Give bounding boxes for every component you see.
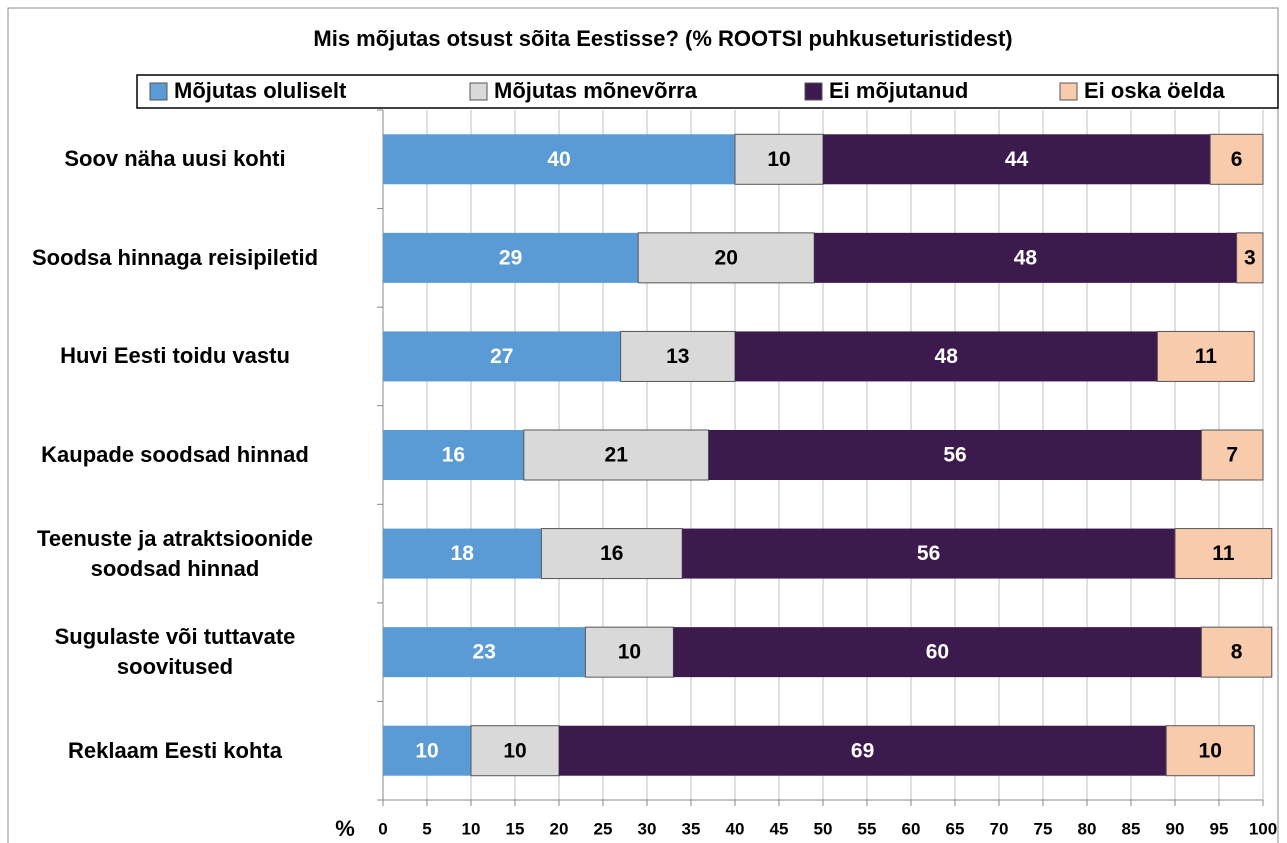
data-label: 56 (917, 542, 940, 565)
bar-segment (620, 330, 736, 382)
bar-segment (1209, 133, 1264, 185)
data-label: 44 (1005, 148, 1029, 171)
bar-segment (383, 725, 471, 776)
x-tick-label: 40 (726, 819, 745, 838)
x-tick-label: 50 (814, 819, 833, 838)
y-tick-label: Reklaam Eesti kohta (68, 737, 282, 763)
data-label: 18 (451, 542, 475, 565)
bar-segment (559, 725, 1167, 776)
x-axis-label: % (335, 816, 355, 841)
x-tick-label: 55 (858, 819, 877, 838)
bar-segment (734, 133, 824, 185)
x-tick-label: 5 (422, 819, 431, 838)
legend-label: Mõjutas oluliselt (174, 78, 347, 103)
data-label: 10 (618, 641, 641, 664)
y-tick-label: Sugulaste või tuttavate soovitused (54, 624, 296, 680)
data-label: 10 (415, 739, 438, 762)
bar-segment (523, 429, 710, 481)
data-label: 48 (1014, 246, 1038, 269)
legend-label: Mõjutas mõnevõrra (494, 78, 698, 103)
data-label: 27 (490, 345, 513, 368)
x-tick-label: 100 (1249, 819, 1277, 838)
x-tick-label: 15 (506, 819, 525, 838)
data-label: 11 (1212, 542, 1235, 565)
data-label: 16 (442, 444, 465, 467)
data-label: 23 (473, 641, 496, 664)
bar-segment (1200, 626, 1273, 678)
data-label: 20 (715, 246, 738, 269)
x-tick-label: 25 (594, 819, 613, 838)
bar-segment (1200, 429, 1264, 481)
data-label: 13 (666, 345, 689, 368)
bar-segment (470, 725, 560, 777)
x-tick-label: 65 (946, 819, 965, 838)
x-tick-label: 20 (550, 819, 569, 838)
x-tick-label: 90 (1166, 819, 1185, 838)
bar-segment (708, 430, 1202, 480)
legend-label: Ei mõjutanud (829, 78, 968, 103)
legend-swatch (149, 82, 168, 101)
bar-segment (584, 626, 674, 678)
x-tick-label: 85 (1122, 819, 1141, 838)
data-label: 40 (547, 148, 570, 171)
x-tick-label: 45 (770, 819, 789, 838)
data-label: 10 (503, 739, 526, 762)
bar-segment (383, 134, 735, 185)
bar-segment (383, 627, 586, 678)
data-label: 8 (1231, 641, 1243, 664)
x-tick-label: 75 (1034, 819, 1053, 838)
bar-segment (682, 528, 1175, 579)
y-tick-label: Huvi Eesti toidu vastu (60, 343, 290, 369)
bar-segment (814, 232, 1237, 283)
bar-segment (1236, 232, 1264, 284)
data-label: 60 (926, 641, 949, 664)
data-label: 56 (943, 444, 966, 467)
y-tick-label: Kaupade soodsad hinnad (41, 442, 309, 467)
x-tick-label: 35 (682, 819, 701, 838)
data-label: 11 (1195, 345, 1218, 368)
data-label: 6 (1231, 148, 1243, 171)
chart-title: Mis mõjutas otsust sõita Eestisse? (% RO… (313, 26, 1012, 51)
bar-segment (735, 331, 1158, 382)
data-label: 10 (767, 148, 790, 171)
bar-segment (383, 331, 621, 382)
data-label: 29 (499, 246, 522, 269)
data-label: 69 (851, 739, 874, 762)
y-tick-label: Soov näha uusi kohti (64, 146, 286, 172)
data-label: 3 (1244, 246, 1256, 269)
x-tick-label: 95 (1210, 819, 1229, 838)
x-tick-label: 60 (902, 819, 921, 838)
x-tick-label: 70 (990, 819, 1009, 838)
bar-segment (673, 627, 1202, 678)
chart-border (7, 7, 1279, 843)
x-tick-label: 80 (1078, 819, 1097, 838)
legend-box (136, 74, 1279, 109)
x-tick-label: 30 (638, 819, 657, 838)
bar-segment (383, 430, 524, 480)
bar-segment (1174, 528, 1273, 580)
data-label: 48 (935, 345, 959, 368)
x-tick-label: 0 (378, 819, 387, 838)
y-tick-label: Teenuste ja atraktsioonide soodsad hinna… (37, 525, 313, 581)
legend-label: Ei oska öelda (1084, 78, 1225, 103)
data-label: 16 (600, 542, 623, 565)
data-label: 21 (605, 444, 629, 467)
x-tick-label: 10 (462, 819, 481, 838)
bar-segment (637, 232, 815, 284)
bar-segment (1165, 725, 1255, 777)
legend-swatch (804, 82, 823, 101)
legend-swatch (1059, 82, 1078, 101)
data-label: 10 (1199, 739, 1222, 762)
data-label: 7 (1226, 444, 1238, 467)
bar-segment (383, 232, 639, 283)
bar-segment (1156, 330, 1255, 382)
bar-segment (383, 528, 542, 579)
legend-swatch (469, 82, 488, 101)
bar-segment (823, 134, 1211, 185)
y-tick-label: Soodsa hinnaga reisipiletid (31, 244, 319, 270)
